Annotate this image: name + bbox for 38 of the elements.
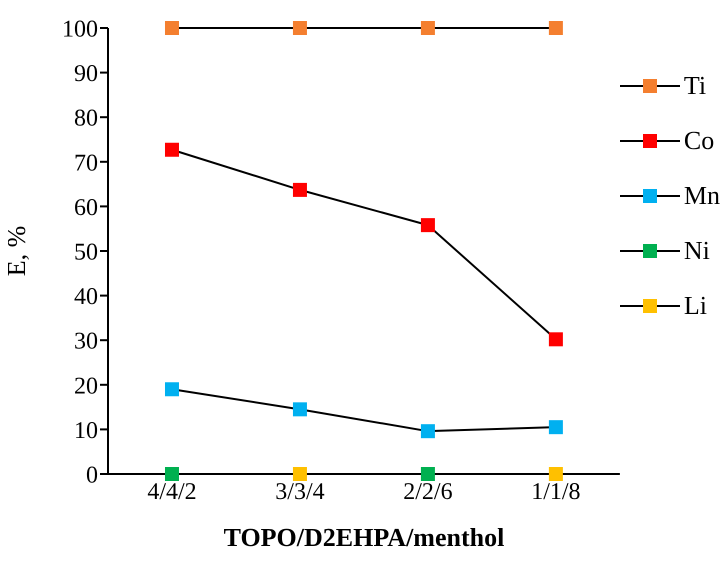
point [548, 332, 563, 346]
x-tick-label: 3/3/4 [275, 479, 325, 506]
point [292, 182, 307, 197]
y-tick-label: 80 [74, 106, 98, 132]
y-tick-label: 90 [74, 61, 98, 88]
point [420, 467, 435, 481]
point [164, 21, 179, 35]
point [548, 420, 563, 434]
y-tick-label: 0 [86, 462, 98, 489]
y-tick-label: 50 [74, 240, 98, 266]
point [420, 218, 435, 232]
point [292, 402, 307, 416]
point [292, 467, 307, 481]
y-tick-label: 10 [74, 418, 98, 444]
y-tick-label: 30 [74, 328, 98, 355]
x-tick-label: 2/2/6 [403, 479, 453, 506]
point [164, 142, 179, 157]
x-tick-label: 4/4/2 [147, 479, 197, 506]
point [548, 467, 563, 481]
y-axis-title: E, % [2, 226, 32, 276]
y-tick-label: 100 [62, 16, 98, 43]
point [164, 382, 179, 396]
x-axis-title: TOPO/D2EHPA/menthol [224, 523, 504, 552]
y-tick-label: 20 [74, 373, 98, 400]
point [292, 21, 307, 35]
legend-label: Co [684, 126, 714, 156]
legend-label: Li [684, 290, 707, 320]
y-tick-label: 70 [74, 150, 98, 176]
y-tick-label: 40 [74, 284, 98, 310]
point [420, 21, 435, 35]
point [548, 21, 563, 35]
point [164, 467, 179, 481]
legend-label: Ni [684, 236, 710, 266]
legend-label: Mn [684, 180, 720, 210]
point [420, 424, 435, 438]
x-tick-label: 1/1/8 [531, 479, 581, 506]
y-tick-label: 60 [74, 194, 98, 221]
legend-label: Ti [684, 70, 706, 100]
